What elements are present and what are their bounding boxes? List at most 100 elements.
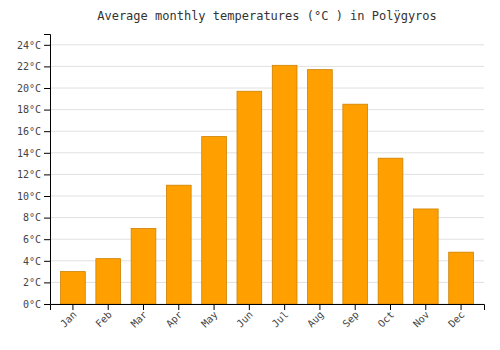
y-tick-label: 2°C (23, 277, 41, 288)
y-tick: 4°C (23, 255, 50, 266)
y-tick-label: 0°C (23, 299, 41, 310)
x-tick: Nov (411, 304, 432, 330)
bar (272, 65, 297, 304)
bar (378, 158, 403, 304)
y-tick-label: 24°C (17, 40, 41, 51)
y-tick-label: 10°C (17, 191, 41, 202)
bars (61, 65, 474, 304)
x-tick-label: Aug (305, 309, 326, 330)
x-tick-label: Mar (129, 309, 150, 330)
x-tick-mark (461, 304, 462, 310)
y-tick: 8°C (23, 212, 50, 223)
y-tick-mark (44, 110, 50, 111)
y-tick: 22°C (17, 61, 50, 72)
bar (131, 228, 156, 304)
x-tick: Jun (234, 304, 255, 330)
y-tick-mark (44, 45, 50, 46)
x-tick: Mar (129, 304, 150, 330)
x-tick-label: Jan (58, 309, 79, 330)
x-tick: Apr (164, 304, 185, 330)
y-tick-label: 8°C (23, 212, 41, 223)
x-tick: Oct (376, 304, 397, 330)
y-tick-mark (44, 174, 50, 175)
y-tick-label: 22°C (17, 61, 41, 72)
bar (96, 259, 121, 304)
y-tick-label: 18°C (17, 104, 41, 115)
x-tick-mark (249, 304, 250, 310)
title: Average monthly temperatures (°C ) in Po… (97, 9, 437, 23)
y-tick: 18°C (17, 104, 50, 115)
x-axis: Jan Feb Mar Apr May Jun Jul Aug Sep Oct Nov Dec (51, 304, 485, 330)
x-tick-label: Dec (446, 309, 467, 330)
x-tick-label: Oct (376, 309, 397, 330)
y-tick: 6°C (23, 234, 50, 245)
bar (61, 272, 86, 304)
y-tick: 12°C (17, 169, 50, 180)
x-tick-label: Jul (270, 309, 291, 330)
y-tick: 2°C (23, 277, 50, 288)
grid-line (50, 196, 484, 197)
grid-line (50, 66, 484, 67)
grid-line (50, 44, 484, 45)
y-tick-mark (44, 66, 50, 67)
x-tick: Jul (270, 304, 291, 330)
y-tick: 10°C (17, 191, 50, 202)
bar (413, 209, 438, 304)
bar (449, 252, 474, 304)
y-axis: 0°C 2°C 4°C 6°C 8°C 10°C 12°C 14°C 16°C 18°C 20°C 2… (17, 35, 51, 310)
bar (166, 185, 191, 304)
x-tick-mark (72, 304, 73, 310)
y-tick-mark (44, 88, 50, 89)
y-tick: 0°C (23, 299, 50, 310)
x-tick-label: Nov (411, 309, 432, 330)
x-tick-label: Sep (340, 309, 361, 330)
grid-line (50, 174, 484, 175)
y-tick-label: 16°C (17, 126, 41, 137)
x-tick: Aug (305, 304, 326, 330)
x-tick-label: Feb (93, 309, 114, 330)
y-tick-mark (44, 261, 50, 262)
grid-line (50, 131, 484, 132)
x-tick-mark (284, 304, 285, 310)
x-tick: Feb (93, 304, 114, 330)
y-tick-mark (44, 131, 50, 132)
x-tick-mark (214, 304, 215, 310)
x-tick: Jan (58, 304, 79, 330)
grid-line (50, 88, 484, 89)
x-tick: Dec (446, 304, 467, 330)
y-tick-label: 6°C (23, 234, 41, 245)
grid (50, 45, 484, 304)
grid-line (50, 109, 484, 110)
y-axis-line (44, 35, 51, 305)
y-tick-mark (44, 218, 50, 219)
y-tick-label: 4°C (23, 255, 41, 266)
x-tick-mark (355, 304, 356, 310)
grid-line (50, 152, 484, 153)
y-tick-mark (44, 282, 50, 283)
x-tick-label: Jun (234, 309, 255, 330)
y-tick-label: 14°C (17, 148, 41, 159)
bar (343, 104, 368, 304)
y-tick: 16°C (17, 126, 50, 137)
y-tick-label: 20°C (17, 83, 41, 94)
bar (237, 91, 262, 304)
chart-container: 0°C 2°C 4°C 6°C 8°C 10°C 12°C 14°C 16°C 18°C 20°C 2… (0, 0, 500, 350)
y-tick-label: 12°C (17, 169, 41, 180)
bar (308, 70, 333, 304)
x-tick-label: Apr (164, 309, 185, 330)
x-tick-mark (143, 304, 144, 310)
x-tick-mark (425, 304, 426, 310)
x-tick: Sep (340, 304, 361, 330)
chart-svg: 0°C 2°C 4°C 6°C 8°C 10°C 12°C 14°C 16°C 18°C 20°C 2… (0, 0, 500, 350)
x-tick-mark (319, 304, 320, 310)
bar (202, 137, 227, 304)
y-tick-mark (44, 196, 50, 197)
y-tick-mark (44, 153, 50, 154)
x-axis-line (51, 305, 485, 311)
y-tick-mark (44, 304, 50, 305)
y-tick: 20°C (17, 83, 50, 94)
x-tick-label: May (199, 309, 220, 330)
x-tick-mark (390, 304, 391, 310)
x-tick-mark (178, 304, 179, 310)
y-tick: 24°C (17, 40, 50, 51)
